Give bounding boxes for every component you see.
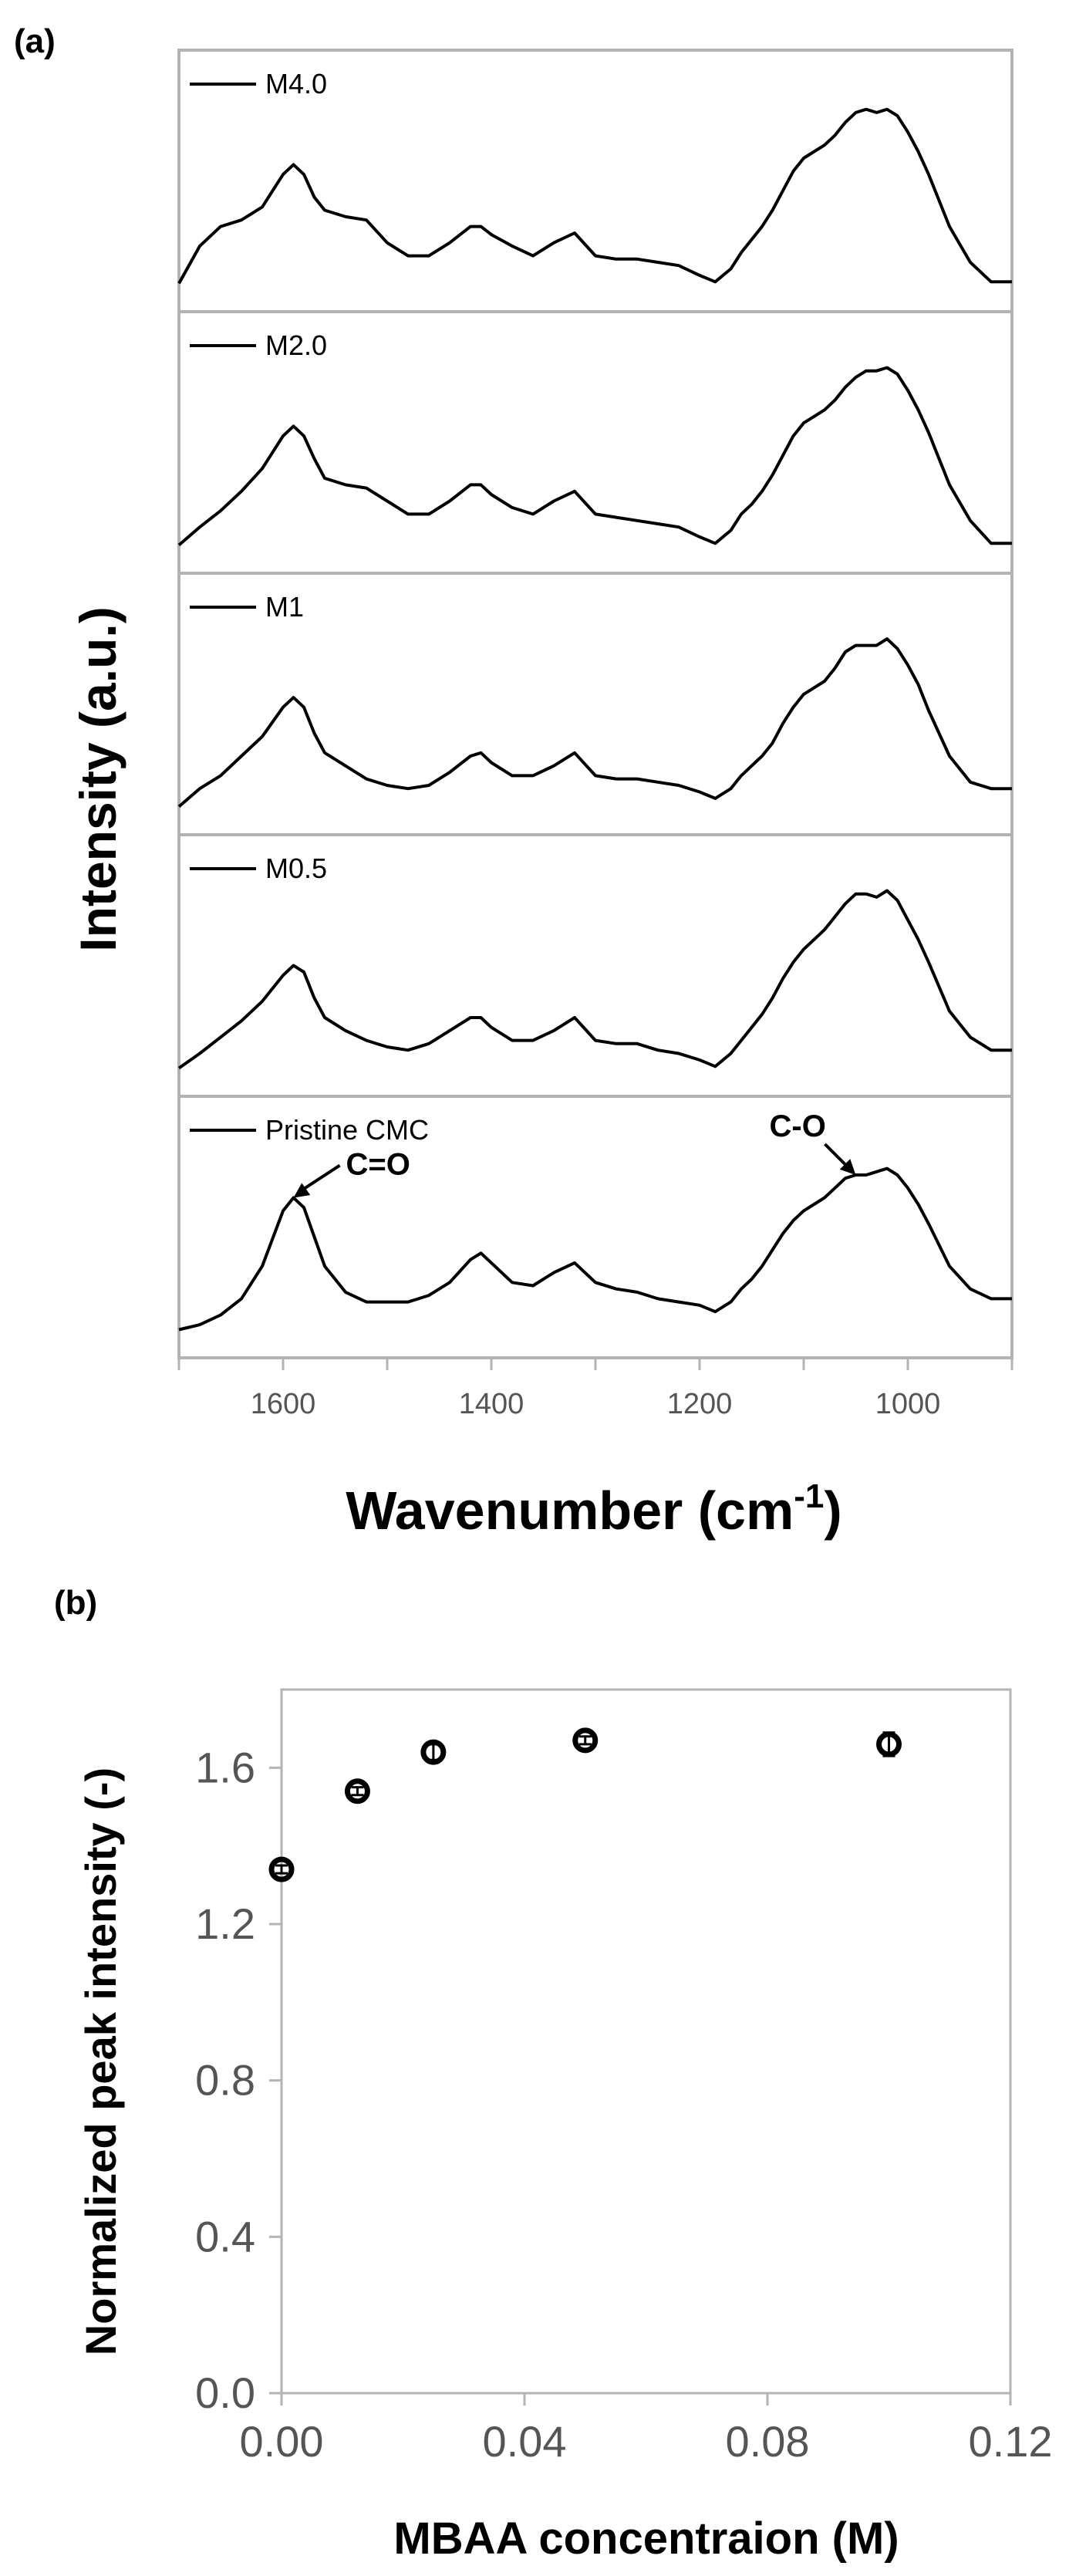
b-y-tick-label: 0.8: [195, 2056, 255, 2105]
b-x-tick-label: 0.00: [240, 2417, 324, 2466]
a-x-axis-label-sup: -1: [794, 1477, 824, 1515]
data-point: [344, 1778, 370, 1805]
a-x-tick-label: 1000: [875, 1388, 941, 1420]
b-x-tick-label: 0.04: [483, 2417, 567, 2466]
annotation-arrow-shaft: [298, 1163, 341, 1193]
annotation: C-O: [770, 1109, 856, 1175]
marker: [876, 1731, 902, 1757]
annotation: C=O: [293, 1148, 410, 1198]
a-x-axis-label-main: Wavenumber (cm: [346, 1480, 794, 1541]
panel-b-label: (b): [54, 1584, 97, 1622]
annotation-arrow-head: [293, 1183, 311, 1198]
b-x-tick-label: 0.12: [969, 2417, 1053, 2466]
a-x-tick-label: 1400: [459, 1388, 524, 1420]
spectrum-line: [177, 107, 1012, 285]
marker: [572, 1727, 599, 1754]
data-point: [420, 1739, 447, 1765]
spectrum-line: [177, 889, 1012, 1070]
data-point: [268, 1856, 295, 1882]
panel-b: (b) 0.0 0.4 0.8 1.2 1.6 0.00 0.04 0.08 0.12 Nor…: [54, 1584, 1053, 2564]
annotation-arrow-head: [839, 1159, 856, 1175]
b-data-points: [268, 1727, 902, 1882]
legend-label: M2.0: [265, 329, 327, 361]
b-y-tick-label: 1.6: [195, 1743, 255, 1791]
a-x-axis-label-tail: ): [824, 1480, 841, 1541]
panel-a-label: (a): [14, 22, 56, 60]
legend-label: M1: [265, 591, 304, 623]
marker: [268, 1856, 295, 1882]
a-x-axis: 1600 1400 1200 1000: [177, 1358, 1013, 1420]
a-y-axis-label: Intensity (a.u.): [69, 606, 126, 951]
b-y-axis: 0.0 0.4 0.8 1.2 1.6: [195, 1743, 282, 2417]
spectrum-line: [177, 637, 1012, 809]
legend-label: Pristine CMC: [265, 1114, 429, 1146]
b-x-axis: 0.00 0.04 0.08 0.12: [240, 2393, 1053, 2466]
subplot-m4-0: M4.0: [177, 49, 1013, 313]
legend-label: M0.5: [265, 852, 327, 884]
b-y-tick-label: 1.2: [195, 1899, 255, 1948]
legend-label: M4.0: [265, 68, 327, 100]
a-x-axis-label: Wavenumber (cm-1): [346, 1477, 841, 1541]
annotation-label: C=O: [346, 1148, 410, 1182]
b-y-tick-label: 0.0: [195, 2368, 255, 2417]
subplot-m0-5: M0.5: [177, 833, 1013, 1098]
marker: [344, 1778, 370, 1805]
data-point: [876, 1731, 902, 1757]
data-point: [572, 1727, 599, 1754]
a-x-tick-label: 1200: [667, 1388, 733, 1420]
subplot-m2-0: M2.0: [177, 310, 1013, 575]
a-x-tick-label: 1600: [251, 1388, 316, 1420]
b-x-tick-label: 0.08: [726, 2417, 810, 2466]
spectrum-line: [177, 366, 1012, 547]
b-y-axis-label: Normalized peak intensity (-): [76, 1767, 125, 2355]
marker: [420, 1739, 447, 1765]
b-x-axis-label: MBAA concentraion (M): [393, 2514, 899, 2564]
spectrum-line: [178, 1166, 1012, 1332]
b-y-tick-label: 0.4: [195, 2212, 255, 2260]
b-plot-area: [280, 1688, 1012, 2395]
subplot-m1: M1: [177, 572, 1013, 836]
annotation-label: C-O: [770, 1109, 826, 1143]
